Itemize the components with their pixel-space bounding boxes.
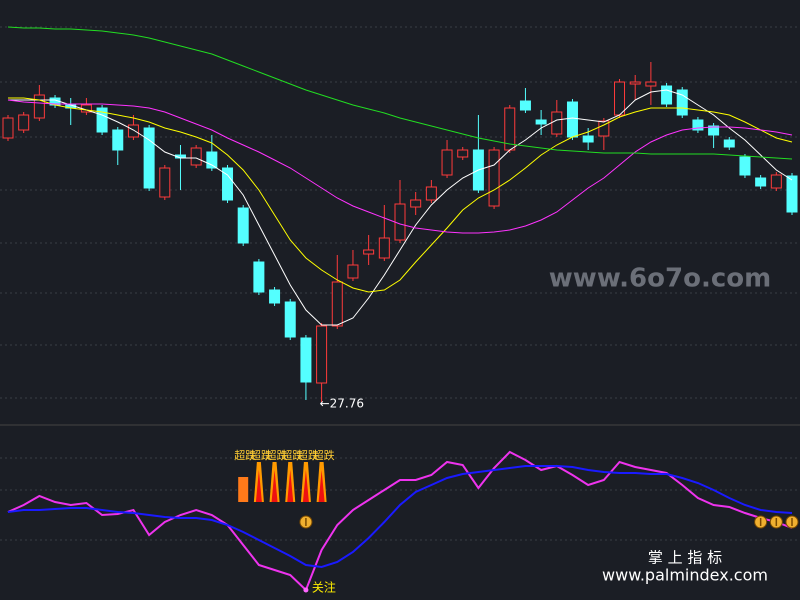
watch-dot <box>303 587 309 593</box>
candle-body <box>143 127 155 189</box>
candle-body <box>755 177 767 187</box>
candle-body <box>582 135 594 143</box>
candle-body <box>723 139 735 148</box>
candle-body <box>253 261 265 293</box>
candle-body <box>770 174 782 189</box>
low-label: ←27.76 <box>320 397 364 411</box>
candle-body <box>222 167 234 201</box>
candle-body <box>614 81 626 116</box>
candle-body <box>18 114 30 131</box>
candle-body <box>284 301 296 338</box>
oversold-bar <box>255 470 262 502</box>
oversold-bar <box>271 470 278 502</box>
candle-body <box>629 81 641 85</box>
oversold-label: 超跌 <box>250 448 272 462</box>
candle-body <box>786 175 798 213</box>
candle-body <box>519 100 531 111</box>
oversold-label: 超跌 <box>234 448 256 462</box>
oversold-label: 超跌 <box>313 448 335 462</box>
candle-body <box>535 119 547 125</box>
candle-body <box>316 325 328 384</box>
brand: 掌 上 指 标 <box>648 549 722 567</box>
oversold-label: 超跌 <box>281 448 303 462</box>
candle-body <box>598 120 610 137</box>
candle-body <box>410 199 422 208</box>
candle-body <box>708 125 720 136</box>
oversold-label: 超跌 <box>297 448 319 462</box>
indicator-line <box>7 26 793 160</box>
candle-body <box>331 281 343 327</box>
candle-body <box>363 249 375 255</box>
candle-body <box>127 124 139 138</box>
candle-body <box>190 147 202 166</box>
watch-label: 关注 <box>312 580 336 595</box>
candle-body <box>269 289 281 304</box>
candle-body <box>378 237 390 259</box>
indicator-line <box>8 97 793 293</box>
candle-body <box>645 81 657 87</box>
candle-body <box>441 149 453 176</box>
candle-body <box>237 207 249 244</box>
candle-body <box>457 149 469 158</box>
oversold-bar <box>302 470 309 502</box>
candle-body <box>425 186 437 201</box>
oversold-bar <box>238 477 249 502</box>
candle-body <box>739 156 751 176</box>
oversold-bar <box>287 470 294 502</box>
candle-body <box>488 149 500 207</box>
candle-body <box>566 101 578 138</box>
candle-body <box>112 129 124 151</box>
candle-body <box>551 111 563 135</box>
candle-body <box>33 94 45 119</box>
candle-body <box>661 85 673 105</box>
candle-body <box>676 89 688 116</box>
candle-body <box>692 119 704 131</box>
watermark: www.6o7o.com <box>549 264 771 294</box>
site: www.palmindex.com <box>602 566 768 585</box>
candle-body <box>159 167 171 198</box>
indicator-line <box>7 99 793 234</box>
candle-body <box>300 337 312 383</box>
candle-body <box>206 151 218 169</box>
candle-body <box>2 117 14 139</box>
oversold-bar <box>318 470 325 502</box>
indicator-line <box>7 450 793 592</box>
candle-body <box>96 107 108 133</box>
indicator-line <box>7 465 793 569</box>
candle-body <box>394 203 406 241</box>
indicator-line <box>8 89 793 326</box>
oversold-label: 超跌 <box>266 448 288 462</box>
candle-body <box>347 264 359 279</box>
